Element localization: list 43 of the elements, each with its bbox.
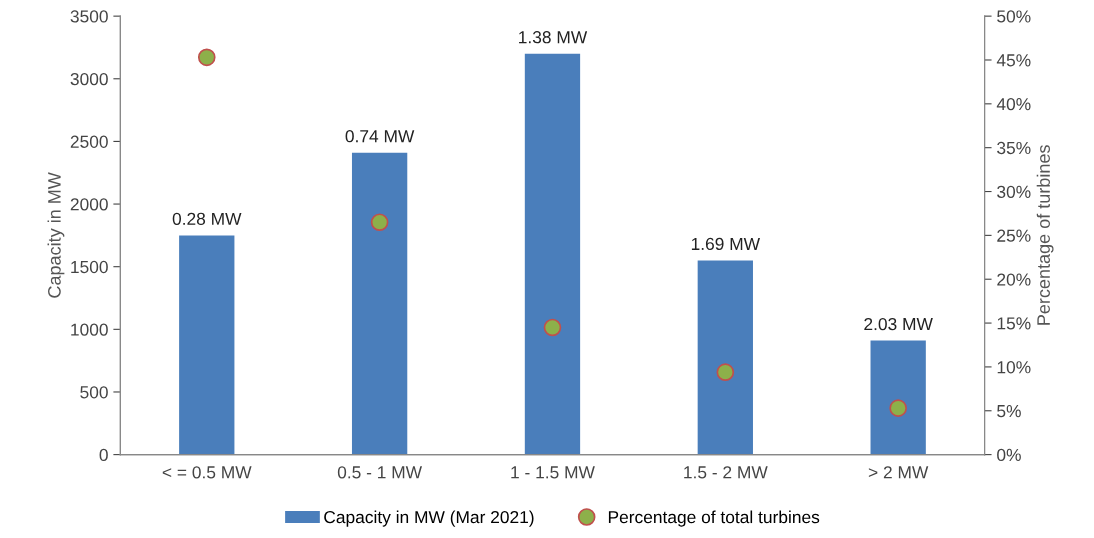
- y2-tick-label: 5%: [997, 405, 1021, 418]
- y2-tick-label: 10%: [997, 361, 1031, 374]
- point: [197, 48, 216, 67]
- x-tick-label: > 2 MW: [868, 466, 929, 479]
- y2-tick-label: 15%: [997, 317, 1031, 330]
- y-axis-title: Capacity in MW: [47, 172, 65, 298]
- x-tick-label: < = 0.5 MW: [162, 466, 252, 479]
- annotation: 2.03 MW: [864, 317, 933, 331]
- bar: [524, 53, 581, 455]
- y-tick-label: 1000: [71, 323, 108, 336]
- x-tick-label: 1 - 1.5 MW: [511, 466, 595, 479]
- y2-tick-label: 25%: [997, 229, 1031, 242]
- y2-tick-label: 50%: [997, 10, 1031, 23]
- point: [716, 363, 735, 381]
- y-tick-label: 1500: [71, 260, 108, 274]
- bar: [697, 260, 753, 455]
- bar: [351, 152, 408, 455]
- bar: [179, 235, 235, 455]
- y-tick-label: 3000: [70, 72, 108, 86]
- legend-label: Percentage of total turbines: [608, 510, 820, 527]
- annotation: 0.74 MW: [345, 130, 415, 143]
- x-tick-label: 0.5 - 1 MW: [337, 466, 423, 479]
- bar: [870, 340, 926, 455]
- annotation: 0.28 MW: [172, 212, 242, 225]
- y2-tick-label: 35%: [997, 141, 1031, 155]
- point: [889, 399, 907, 417]
- y2-tick-label: 0%: [997, 448, 1021, 462]
- y-tick-label: 2500: [70, 135, 108, 148]
- y-tick-label: 2000: [70, 198, 108, 211]
- point: [543, 318, 562, 337]
- y-tick-label: 3500: [70, 10, 108, 23]
- y2-tick-label: 40%: [996, 98, 1031, 111]
- annotation: 1.38 MW: [519, 31, 588, 44]
- y2-tick-label: 45%: [996, 54, 1031, 67]
- y2-axis-title: Percentage of turbines: [1036, 145, 1054, 325]
- annotation: 1.69 MW: [691, 237, 760, 251]
- point: [370, 213, 389, 232]
- y2-tick-label: 30%: [997, 185, 1031, 198]
- y2-tick-label: 20%: [997, 273, 1031, 286]
- y-tick-label: 500: [80, 386, 108, 399]
- x-tick-label: 1.5 - 2 MW: [684, 466, 768, 479]
- y-tick-label: 0: [99, 448, 108, 462]
- legend-label: Capacity in MW (Mar 2021): [324, 510, 534, 527]
